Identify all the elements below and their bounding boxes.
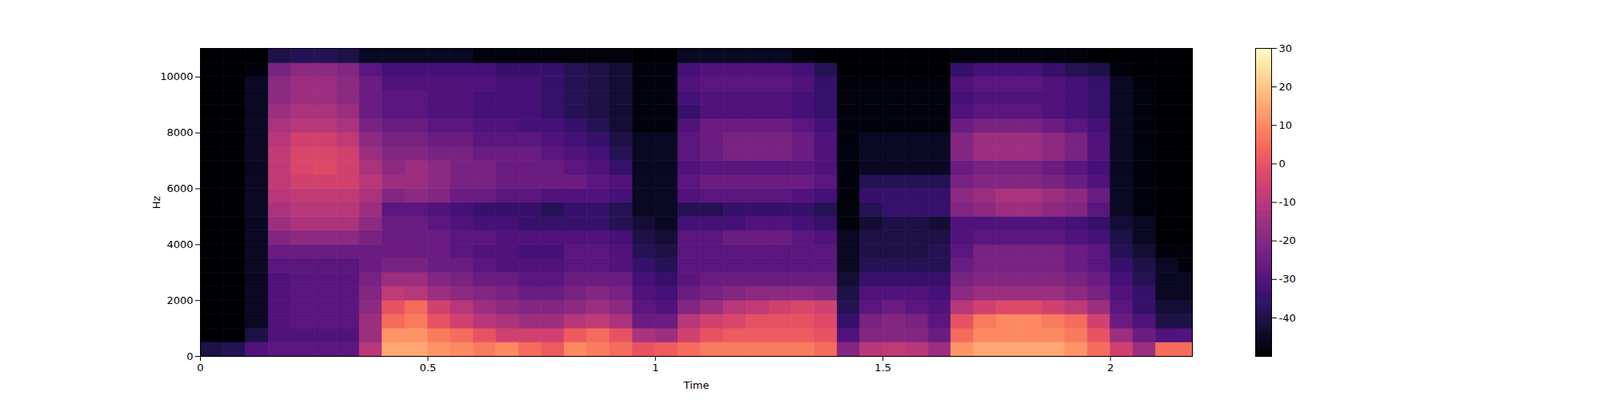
svg-text:1: 1 [652,361,659,374]
svg-text:2: 2 [1107,361,1114,374]
svg-text:0: 0 [196,361,204,374]
svg-text:10000: 10000 [160,70,193,83]
svg-text:-40: -40 [1279,312,1296,324]
svg-text:Hz: Hz [150,196,163,210]
svg-text:-10: -10 [1279,196,1296,208]
svg-text:-30: -30 [1279,272,1296,285]
svg-text:0: 0 [1279,157,1286,170]
svg-text:Time: Time [683,379,710,392]
svg-text:10: 10 [1279,119,1293,132]
svg-text:20: 20 [1279,80,1293,93]
svg-text:8000: 8000 [166,126,193,139]
svg-text:6000: 6000 [166,182,193,195]
svg-text:0: 0 [186,350,193,363]
svg-text:-20: -20 [1279,234,1296,247]
svg-text:0.5: 0.5 [420,361,437,374]
svg-text:30: 30 [1279,42,1293,55]
svg-text:4000: 4000 [166,238,193,251]
svg-text:2000: 2000 [166,294,193,307]
svg-text:1.5: 1.5 [874,361,892,374]
